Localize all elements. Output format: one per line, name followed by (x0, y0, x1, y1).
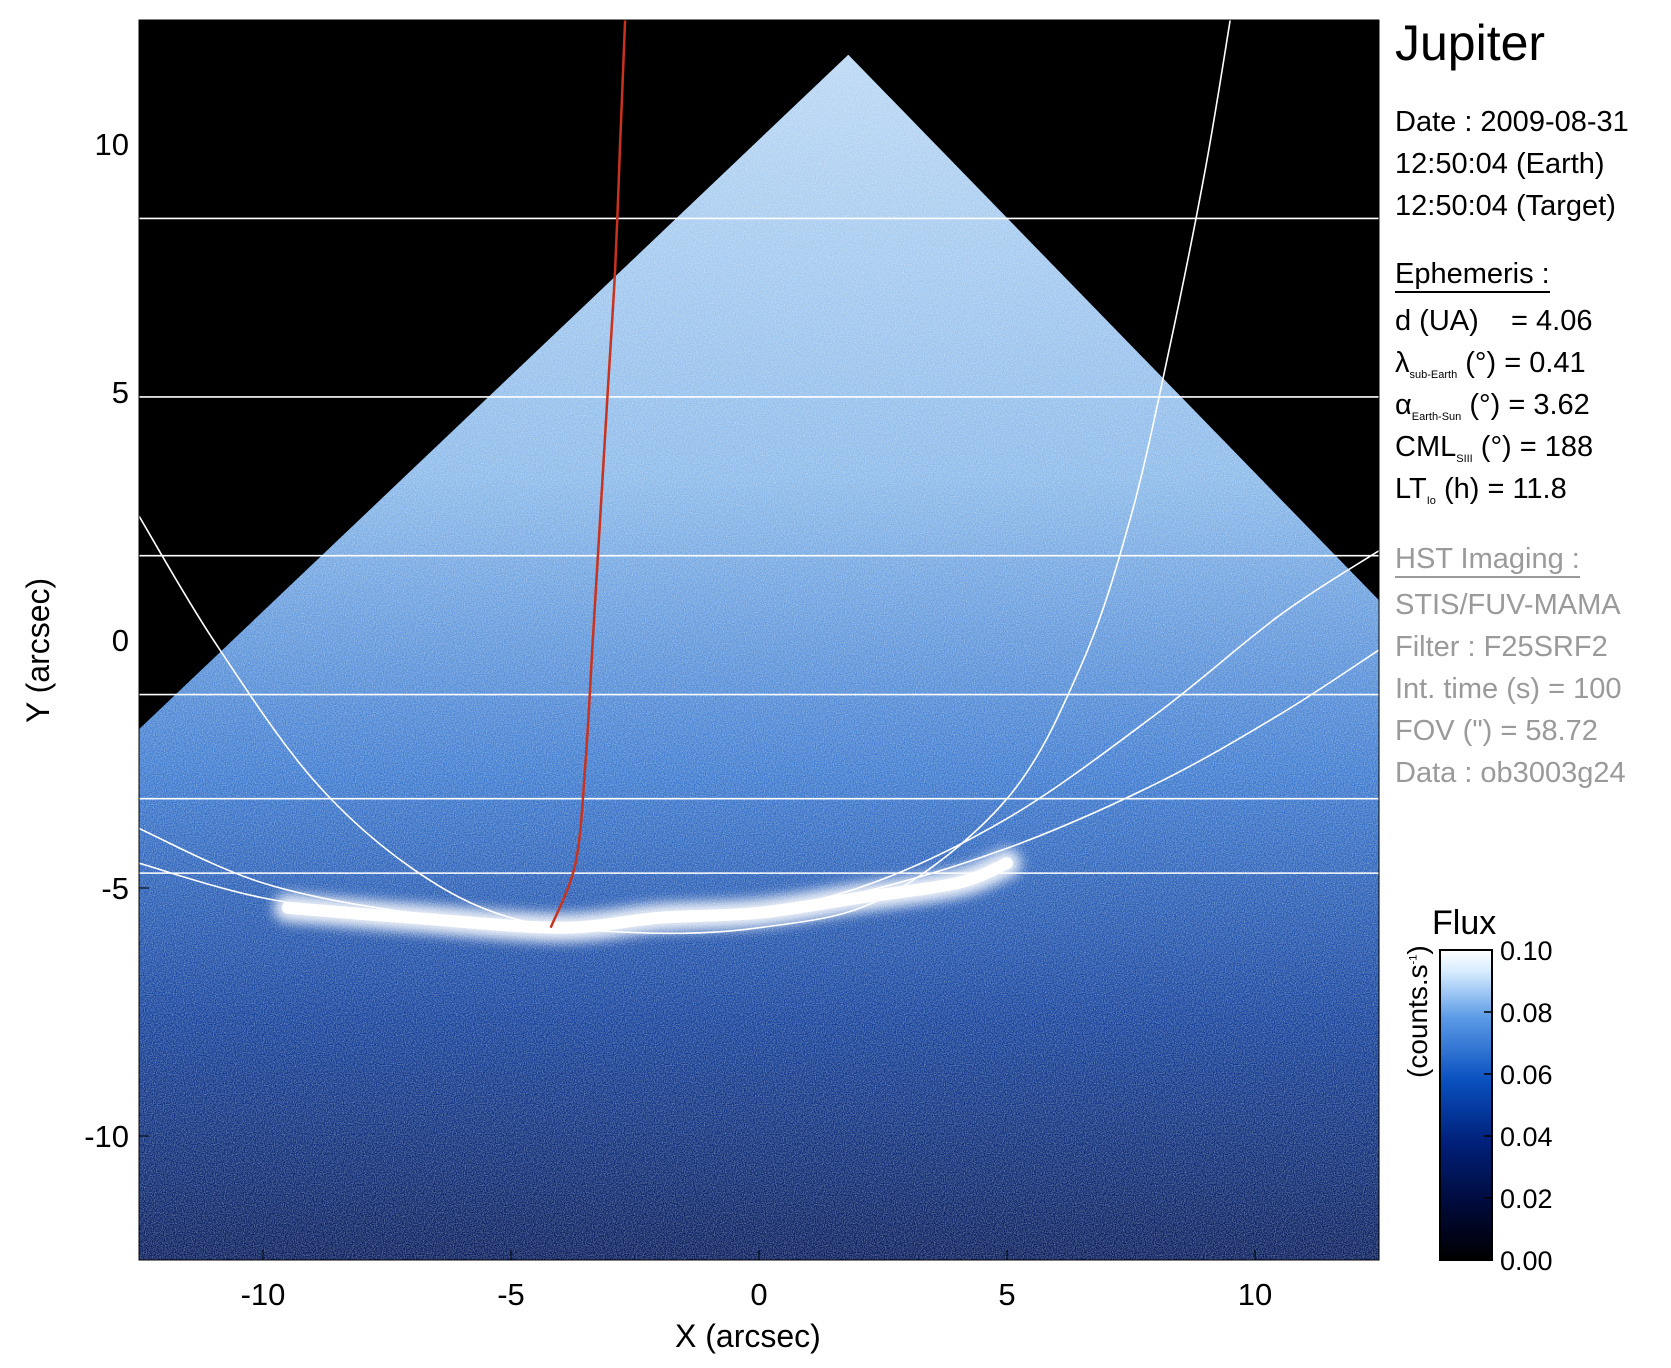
x-axis-title: X (arcsec) (675, 1318, 821, 1354)
y-tick-label: -10 (84, 1119, 129, 1154)
grid-curve (139, 550, 1379, 924)
alpha-value: (°) = 3.62 (1461, 389, 1590, 421)
x-tick-label: 0 (750, 1277, 767, 1312)
date-line: Date : 2009-08-31 (1395, 106, 1629, 138)
colorbar-tick-label: 0.04 (1500, 1122, 1553, 1152)
ephemeris-header-text: Ephemeris : (1395, 258, 1550, 293)
io-local-time-line: LTIo (h) = 11.8 (1395, 473, 1567, 507)
plot-area (139, 20, 1379, 1260)
x-tick-label: -10 (241, 1277, 286, 1312)
colorbar-ticks: 0.10 0.08 0.06 0.04 0.02 0.00 (1484, 936, 1553, 1276)
io-footprint-trace (549, 20, 627, 929)
lambda-subscript: sub-Earth (1409, 369, 1458, 381)
data-id-line: Data : ob3003g24 (1395, 757, 1626, 789)
y-tick-label: -5 (101, 871, 129, 906)
colorbar-unit-exponent: -1 (1407, 954, 1420, 965)
lt-label: LT (1395, 473, 1427, 505)
colorbar-gradient (1439, 949, 1493, 1261)
sub-earth-latitude-line: λsub-Earth (°) = 0.41 (1395, 347, 1586, 381)
io-trace-line (549, 20, 627, 929)
instrument-line: STIS/FUV-MAMA (1395, 589, 1621, 621)
colorbar-unit-text: (counts.s (1402, 964, 1433, 1078)
colorbar-tick-label: 0.08 (1500, 998, 1553, 1028)
hst-header-text: HST Imaging : (1395, 543, 1580, 578)
colorbar: 0.10 0.08 0.06 0.04 0.02 0.00 (1439, 936, 1553, 1276)
fov-line: FOV (") = 58.72 (1395, 715, 1598, 747)
alpha-subscript: Earth-Sun (1411, 411, 1462, 423)
planet-name: Jupiter (1395, 15, 1546, 71)
x-tick-label: 5 (998, 1277, 1015, 1312)
colorbar-unit: (counts.s-1) (1402, 945, 1434, 1078)
target-time: 12:50:04 (Target) (1395, 190, 1616, 222)
lt-value: (h) = 11.8 (1435, 473, 1567, 505)
y-axis-title: Y (arcsec) (20, 577, 56, 723)
colorbar-unit-close: ) (1402, 945, 1433, 955)
x-tick-label: 10 (1238, 1277, 1272, 1312)
alpha-symbol: α (1395, 389, 1412, 421)
grid-curve (139, 649, 1379, 924)
y-axis: -10 -5 0 5 10 (84, 127, 149, 1154)
phase-angle-line: αEarth-Sun (°) = 3.62 (1395, 389, 1590, 423)
colorbar-tick-label: 0.10 (1500, 936, 1553, 966)
colorbar-tick-label: 0.06 (1500, 1060, 1553, 1090)
lt-subscript: Io (1426, 495, 1436, 507)
y-tick-label: 10 (95, 127, 129, 162)
y-tick-label: 5 (112, 375, 129, 410)
cml-line: CMLSIII (°) = 188 (1395, 431, 1593, 465)
colorbar-title: Flux (1432, 904, 1497, 942)
cml-value: (°) = 188 (1472, 431, 1594, 463)
lambda-value: (°) = 0.41 (1457, 347, 1586, 379)
distance-line: d (UA) = 4.06 (1395, 305, 1593, 337)
x-axis: -10 -5 0 5 10 (241, 20, 1272, 1312)
colorbar-tick-label: 0.02 (1500, 1184, 1553, 1214)
ephemeris-header: Ephemeris : (1395, 258, 1550, 293)
earth-time: 12:50:04 (Earth) (1395, 148, 1605, 180)
int-time-line: Int. time (s) = 100 (1395, 673, 1622, 705)
filter-line: Filter : F25SRF2 (1395, 631, 1608, 663)
grid-curve (139, 20, 1231, 935)
cml-subscript: SIII (1456, 453, 1473, 465)
cml-label: CML (1395, 431, 1457, 463)
colorbar-tick-label: 0.00 (1500, 1246, 1553, 1276)
planetographic-grid (139, 20, 1379, 935)
hst-header: HST Imaging : (1395, 543, 1580, 578)
y-tick-label: 0 (112, 623, 129, 658)
x-tick-label: -5 (497, 1277, 525, 1312)
lambda-symbol: λ (1395, 347, 1410, 379)
